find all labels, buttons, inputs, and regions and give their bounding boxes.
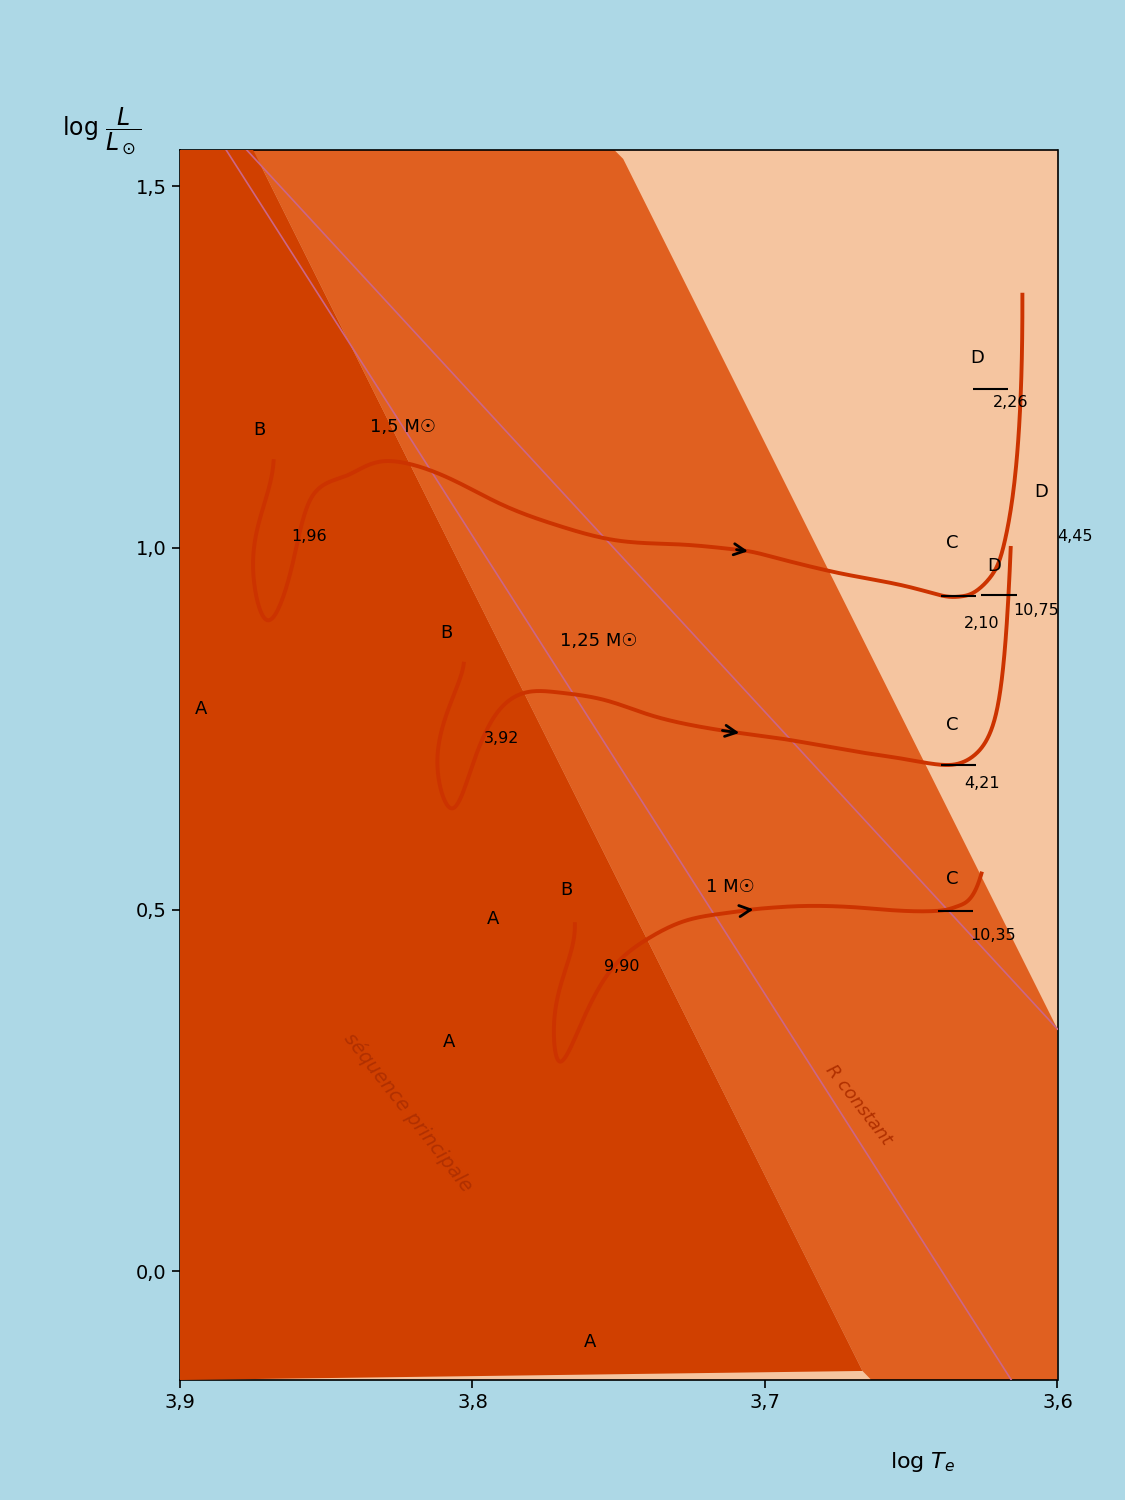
Text: D: D [970,350,983,368]
Text: 1,25 M☉: 1,25 M☉ [560,632,638,650]
Text: B: B [440,624,452,642]
Text: B: B [253,422,266,440]
Text: A: A [584,1334,596,1352]
Text: D: D [1034,483,1048,501]
Text: A: A [443,1034,456,1052]
Text: log $\dfrac{L}{L_\odot}$: log $\dfrac{L}{L_\odot}$ [62,105,142,158]
Text: 1,5 M☉: 1,5 M☉ [370,419,436,436]
Text: 10,75: 10,75 [1014,603,1060,618]
Text: log $T_e$: log $T_e$ [890,1450,955,1474]
Text: R constant: R constant [822,1062,896,1149]
Text: 10,35: 10,35 [970,928,1016,944]
Text: C: C [946,717,958,735]
Polygon shape [180,150,863,1380]
Text: séquence principale: séquence principale [340,1029,477,1196]
Text: C: C [946,870,958,888]
Text: 4,45: 4,45 [1058,528,1094,543]
Text: 2,10: 2,10 [964,615,999,630]
Text: A: A [487,910,500,928]
Text: 3,92: 3,92 [484,732,520,747]
Text: 1 M☉: 1 M☉ [706,878,755,896]
Text: 9,90: 9,90 [604,958,640,974]
Text: D: D [988,556,1001,574]
Text: C: C [946,534,958,552]
Text: 1,96: 1,96 [291,528,326,543]
Polygon shape [180,150,1058,1380]
Text: 2,26: 2,26 [993,394,1028,410]
Text: 4,21: 4,21 [964,776,999,790]
Text: A: A [195,700,207,718]
Text: B: B [560,880,573,898]
